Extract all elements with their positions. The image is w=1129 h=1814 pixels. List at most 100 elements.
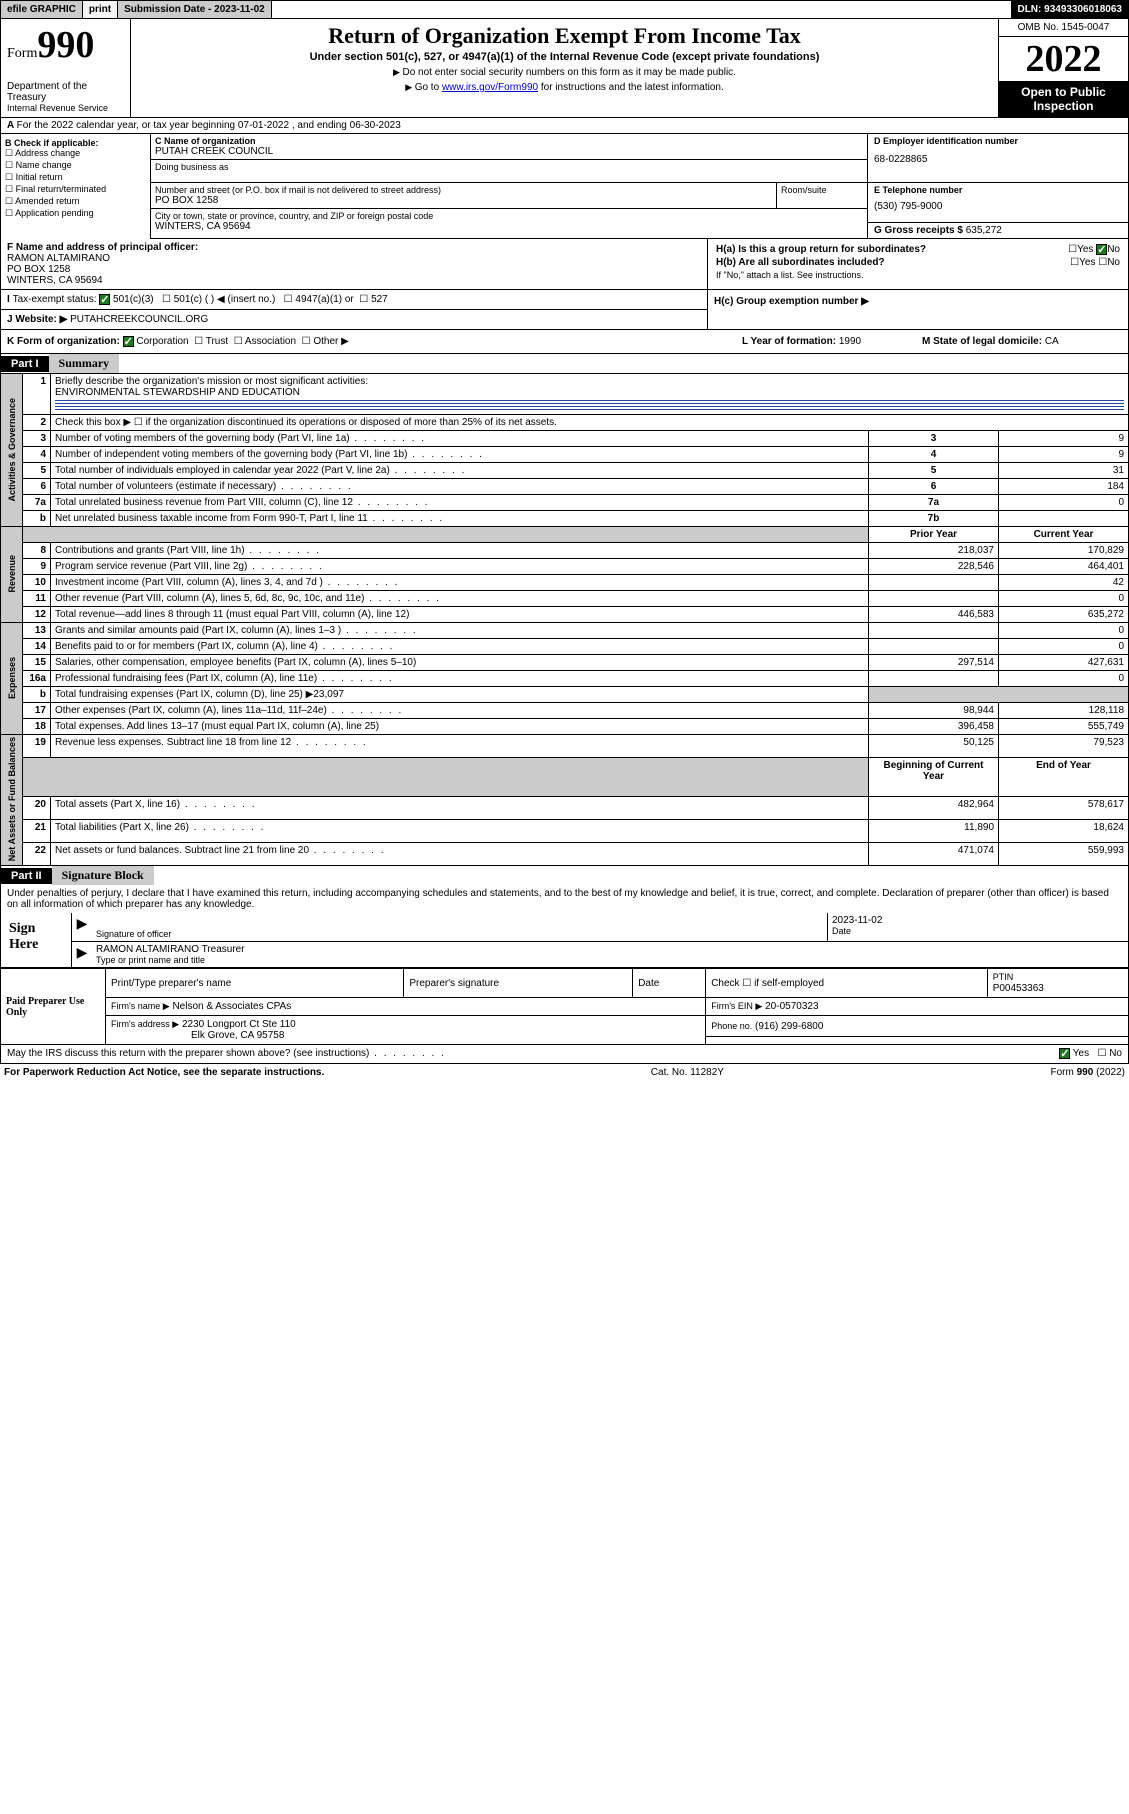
sign-date: 2023-11-02 (832, 915, 1124, 926)
hb-label: H(b) Are all subordinates included? (716, 257, 885, 268)
col-c-to-g: C Name of organization PUTAH CREEK COUNC… (151, 134, 1128, 239)
state-domicile: CA (1045, 336, 1059, 347)
c15: 427,631 (999, 655, 1129, 671)
c19: 79,523 (999, 735, 1129, 758)
line-a: A For the 2022 calendar year, or tax yea… (0, 118, 1129, 134)
gross-receipts: 635,272 (966, 225, 1002, 236)
top-bar: efile GRAPHIC print Submission Date - 20… (0, 0, 1129, 19)
c10: 42 (999, 575, 1129, 591)
box-b-label: B Check if applicable: (5, 138, 146, 148)
v7b (999, 511, 1129, 527)
officer-name-label: Type or print name and title (96, 955, 1124, 965)
chk-name-change[interactable]: ☐ Name change (5, 160, 146, 171)
line-4: Number of independent voting members of … (51, 447, 869, 463)
box-e-label: E Telephone number (874, 185, 1122, 195)
box-g-label: G Gross receipts $ (874, 225, 963, 236)
c12: 635,272 (999, 607, 1129, 623)
line-21: Total liabilities (Part X, line 26) (51, 820, 869, 843)
line-16a: Professional fundraising fees (Part IX, … (51, 671, 869, 687)
city-label: City or town, state or province, country… (155, 211, 863, 221)
discuss-row: May the IRS discuss this return with the… (0, 1045, 1129, 1063)
box-d-label: D Employer identification number (874, 136, 1122, 146)
preparer-sig-label: Preparer's signature (404, 969, 633, 998)
preparer-date-label: Date (633, 969, 706, 998)
part2-label: Part II (1, 868, 52, 884)
chk-initial-return[interactable]: ☐ Initial return (5, 172, 146, 183)
firm-name-label: Firm's name ▶ (111, 1001, 170, 1011)
ha-label: H(a) Is this a group return for subordin… (716, 244, 926, 255)
officer-name-title: RAMON ALTAMIRANO Treasurer (96, 944, 1124, 955)
line-3: Number of voting members of the governin… (51, 431, 869, 447)
irs-label: Internal Revenue Service (7, 103, 124, 113)
box-f-label: F Name and address of principal officer: (7, 242, 198, 253)
note-ssn: Do not enter social security numbers on … (139, 67, 990, 78)
sign-here-label: Sign Here (1, 913, 71, 967)
line-16b: Total fundraising expenses (Part IX, col… (51, 687, 869, 703)
firm-addr-label: Firm's address ▶ (111, 1019, 179, 1029)
line-19: Revenue less expenses. Subtract line 18 … (51, 735, 869, 758)
p17: 98,944 (869, 703, 999, 719)
v6: 184 (999, 479, 1129, 495)
paid-preparer-table: Paid Preparer Use Only Print/Type prepar… (0, 968, 1129, 1045)
line-10: Investment income (Part VIII, column (A)… (51, 575, 869, 591)
box-j-label: Website: ▶ (15, 314, 67, 325)
ptin-value: P00453363 (993, 983, 1044, 994)
e20: 578,617 (999, 797, 1129, 820)
chk-corporation[interactable] (123, 336, 134, 347)
c9: 464,401 (999, 559, 1129, 575)
sign-caret-1: ▶ (72, 913, 92, 941)
page-footer: For Paperwork Reduction Act Notice, see … (0, 1064, 1129, 1081)
firm-ein-label: Firm's EIN ▶ (711, 1001, 762, 1011)
discuss-yes-check[interactable] (1059, 1048, 1070, 1059)
p18: 396,458 (869, 719, 999, 735)
irs-link[interactable]: www.irs.gov/Form990 (442, 82, 538, 93)
c14: 0 (999, 639, 1129, 655)
box-m-label: M State of legal domicile: (922, 336, 1042, 347)
vlabel-revenue: Revenue (1, 527, 23, 623)
p9: 228,546 (869, 559, 999, 575)
open-inspection: Open to Public Inspection (999, 81, 1128, 117)
line-a-text: For the 2022 calendar year, or tax year … (17, 120, 401, 131)
c17: 128,118 (999, 703, 1129, 719)
c8: 170,829 (999, 543, 1129, 559)
line-18: Total expenses. Add lines 13–17 (must eq… (51, 719, 869, 735)
box-h: H(a) Is this a group return for subordin… (708, 239, 1128, 289)
form-title: Return of Organization Exempt From Incom… (139, 23, 990, 49)
paid-preparer-label: Paid Preparer Use Only (1, 969, 106, 1045)
chk-501c3[interactable] (99, 294, 110, 305)
chk-final-return[interactable]: ☐ Final return/terminated (5, 184, 146, 195)
firm-ein-cell: Firm's EIN ▶ 20-0570323 (706, 998, 1129, 1016)
self-employed-label: Check ☐ if self-employed (706, 969, 988, 998)
b21: 11,890 (869, 820, 999, 843)
addr-value: PO BOX 1258 (155, 195, 772, 206)
tax-year: 2022 (999, 37, 1128, 81)
line-13: Grants and similar amounts paid (Part IX… (51, 623, 869, 639)
box-l-label: L Year of formation: (742, 336, 836, 347)
block-b-to-g: B Check if applicable: ☐ Address change … (0, 134, 1129, 239)
chk-amended[interactable]: ☐ Amended return (5, 196, 146, 207)
room-label: Room/suite (777, 183, 867, 209)
dba-label: Doing business as (155, 162, 863, 172)
part1-label: Part I (1, 356, 49, 372)
line-7a: Total unrelated business revenue from Pa… (51, 495, 869, 511)
firm-phone-cell: Phone no. (916) 299-6800 (706, 1016, 1129, 1037)
row-address: Number and street (or P.O. box if mail i… (151, 183, 1128, 239)
chk-application-pending[interactable]: ☐ Application pending (5, 208, 146, 219)
phone-value: (530) 795-9000 (874, 201, 1122, 212)
firm-ein: 20-0570323 (765, 1001, 818, 1012)
ha-no-check[interactable] (1096, 244, 1107, 255)
firm-addr2: Elk Grove, CA 95758 (191, 1030, 284, 1041)
line-11: Other revenue (Part VIII, column (A), li… (51, 591, 869, 607)
note2-post: for instructions and the latest informat… (538, 82, 724, 93)
p12: 446,583 (869, 607, 999, 623)
line-14: Benefits paid to or for members (Part IX… (51, 639, 869, 655)
p14 (869, 639, 999, 655)
print-button[interactable]: print (83, 1, 118, 18)
line-20: Total assets (Part X, line 16) (51, 797, 869, 820)
discuss-answer: Yes ☐ No (1059, 1048, 1122, 1059)
header-middle: Return of Organization Exempt From Incom… (131, 19, 998, 117)
footer-right: Form 990 (2022) (1051, 1067, 1125, 1078)
chk-address-change[interactable]: ☐ Address change (5, 148, 146, 159)
line-17: Other expenses (Part IX, column (A), lin… (51, 703, 869, 719)
v5: 31 (999, 463, 1129, 479)
